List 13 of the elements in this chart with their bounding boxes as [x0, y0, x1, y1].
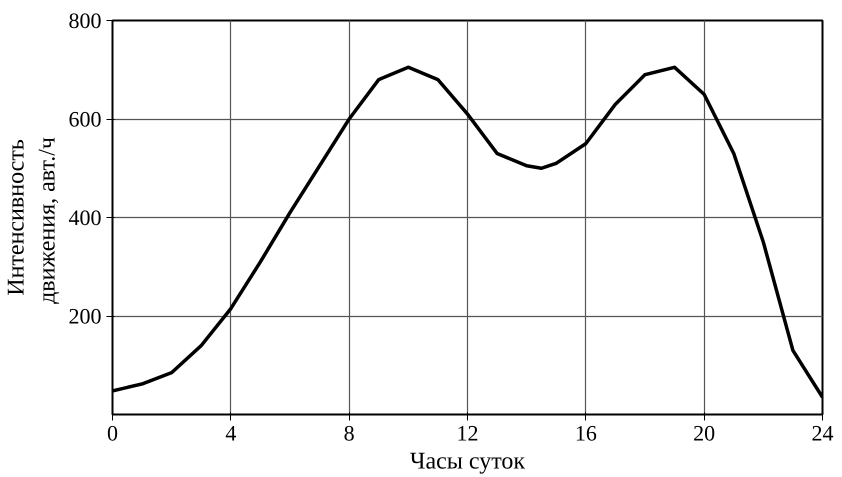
x-tick-label: 8 — [344, 420, 355, 446]
y-axis-title: Интенсивность движения, авт./ч — [3, 137, 60, 304]
y-tick-label: 600 — [68, 106, 102, 132]
x-tick-label: 16 — [574, 420, 597, 446]
y-tick-label: 400 — [68, 205, 102, 230]
x-tick-label: 12 — [456, 420, 478, 446]
x-tick-label: 24 — [812, 420, 834, 446]
y-tick-label: 800 — [68, 8, 102, 33]
x-tick-label: 0 — [107, 420, 118, 446]
y-tick-label: 200 — [68, 304, 102, 328]
x-tick-label: 20 — [693, 420, 716, 446]
x-axis-title: Часы суток — [410, 448, 526, 474]
x-tick-label: 4 — [225, 420, 236, 446]
